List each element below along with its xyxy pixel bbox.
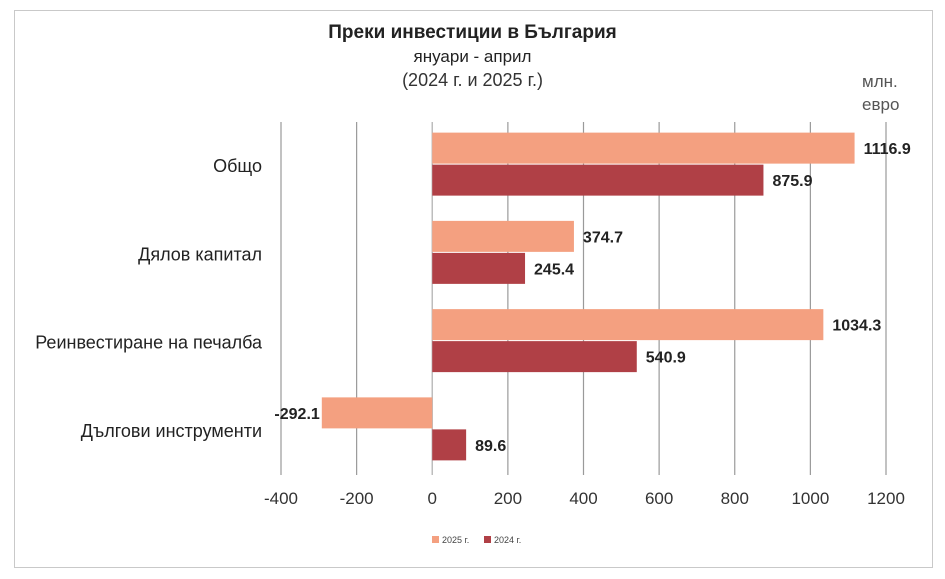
- legend: 2025 г. 2024 г.: [432, 535, 521, 545]
- unit-line-1: млн.: [862, 72, 898, 91]
- x-tick-label: 1200: [867, 489, 905, 508]
- legend-label: 2024 г.: [494, 535, 521, 545]
- data-label: -292.1: [274, 406, 319, 423]
- x-axis-tick-labels: -400 -200 0 200 400 600 800 1000 1200: [264, 489, 905, 508]
- value-labels: 1116.9 875.9 374.7 245.4 1034.3 540.9 -292.1 89…: [274, 141, 910, 455]
- category-labels: Общо Дялов капитал Реинвестиране на печалб…: [35, 156, 263, 441]
- x-tick-label: 1000: [791, 489, 829, 508]
- bar-2024: [432, 341, 637, 373]
- x-tick-label: -200: [340, 489, 374, 508]
- x-tick-label: 800: [721, 489, 749, 508]
- chart-period: (2024 г. и 2025 г.): [402, 70, 543, 90]
- unit-line-2: евро: [862, 95, 900, 114]
- bar-2024: [432, 429, 467, 461]
- x-tick-label: 200: [494, 489, 522, 508]
- bar-2025: [321, 397, 433, 429]
- chart-title: Преки инвестиции в България: [328, 22, 617, 43]
- category-label: Дългови инструменти: [81, 421, 262, 441]
- bar-2025: [432, 220, 574, 252]
- data-label: 89.6: [475, 438, 506, 455]
- data-label: 1034.3: [832, 318, 881, 335]
- data-label: 1116.9: [864, 141, 911, 158]
- category-label: Реинвестиране на печалба: [35, 333, 263, 353]
- data-label: 374.7: [583, 229, 623, 246]
- bar-2025: [432, 309, 824, 341]
- data-label: 875.9: [772, 173, 812, 190]
- bar-2024: [432, 164, 764, 196]
- chart-frame: [14, 10, 933, 568]
- category-label: Дялов капитал: [138, 244, 262, 264]
- bar-2025: [432, 132, 855, 164]
- chart-subtitle: януари - април: [413, 47, 532, 66]
- category-label: Общо: [213, 156, 262, 176]
- x-tick-label: 400: [569, 489, 597, 508]
- bar-2024: [432, 252, 526, 284]
- legend-swatch: [432, 536, 439, 543]
- x-tick-label: 600: [645, 489, 673, 508]
- bars: [321, 132, 855, 461]
- data-label: 540.9: [646, 350, 686, 367]
- x-tick-label: -400: [264, 489, 298, 508]
- x-tick-label: 0: [428, 489, 437, 508]
- unit-label: млн. евро: [862, 70, 899, 116]
- data-label: 245.4: [534, 261, 574, 278]
- legend-swatch: [484, 536, 491, 543]
- legend-label: 2025 г.: [442, 535, 469, 545]
